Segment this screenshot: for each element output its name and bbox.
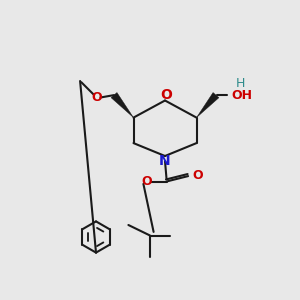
Polygon shape [111,92,134,118]
Text: O: O [142,175,152,188]
Text: O: O [192,169,202,182]
Text: O: O [160,88,172,102]
Text: O: O [91,91,102,104]
Text: OH: OH [231,88,252,102]
Text: N: N [159,154,171,168]
Text: H: H [236,77,245,90]
Polygon shape [196,92,219,118]
